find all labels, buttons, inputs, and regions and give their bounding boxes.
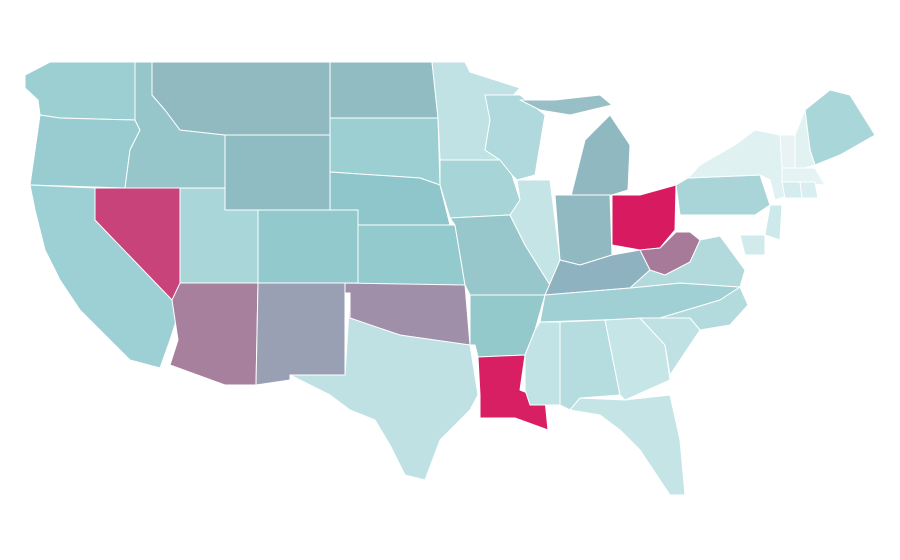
state-region: [477, 354, 549, 431]
state-region: [639, 231, 701, 276]
state-region: [255, 282, 346, 386]
state-region: [519, 94, 613, 116]
state-region: [29, 114, 141, 189]
state-region: [509, 179, 561, 286]
state-region: [257, 209, 359, 284]
state-region: [554, 194, 613, 266]
state-region: [804, 89, 876, 166]
state-region: [329, 61, 439, 119]
state-region: [739, 234, 766, 256]
state-region: [169, 282, 259, 386]
state-region: [224, 134, 331, 211]
state-region: [799, 181, 819, 199]
state-region: [779, 134, 796, 169]
state-region: [781, 167, 826, 186]
state-region: [569, 394, 686, 496]
state-region: [357, 224, 466, 286]
state-region: [24, 61, 136, 121]
state-layer: [24, 61, 876, 496]
state-region: [781, 181, 803, 199]
state-region: [289, 292, 479, 481]
state-region: [611, 184, 677, 251]
state-region: [764, 204, 783, 241]
state-region: [151, 61, 331, 136]
state-region: [659, 286, 749, 331]
state-region: [569, 114, 631, 201]
state-region: [675, 174, 771, 216]
